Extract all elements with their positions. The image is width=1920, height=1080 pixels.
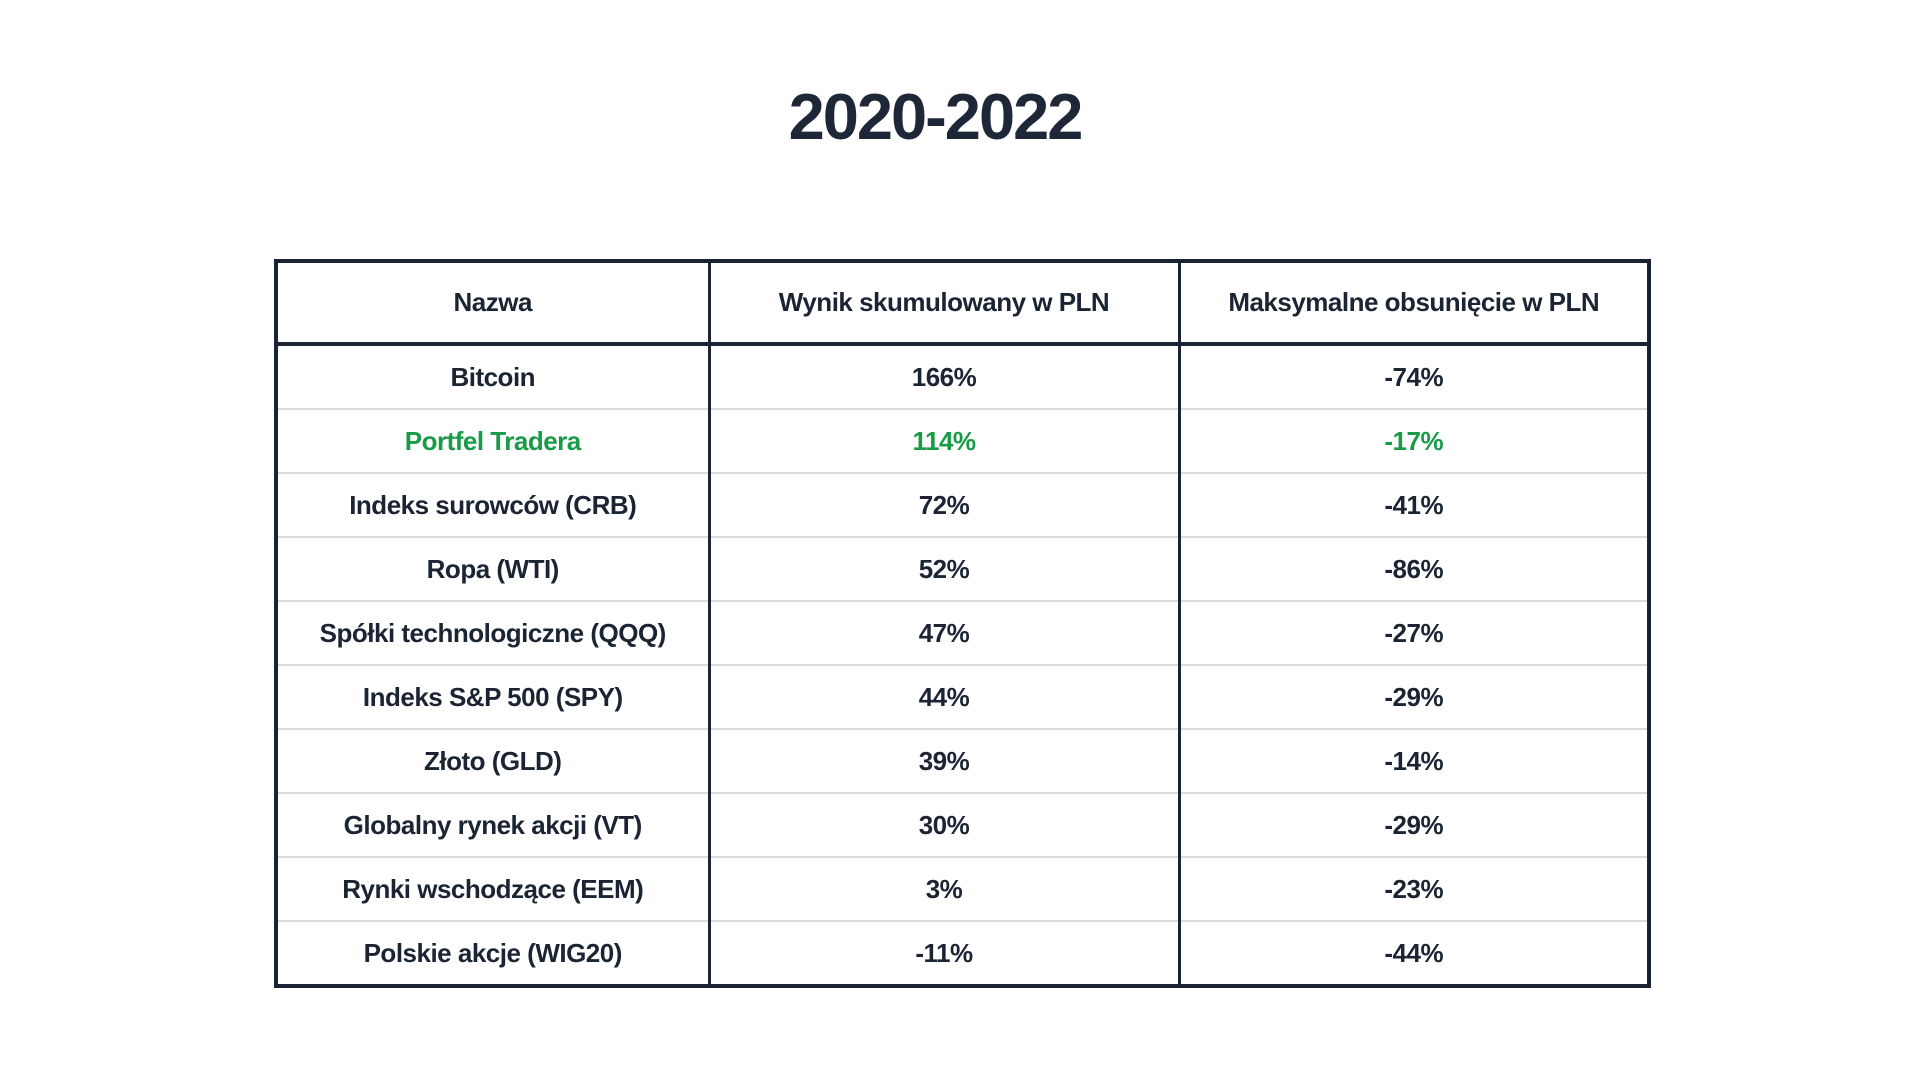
cumulative-result-cell: 30% xyxy=(707,792,1181,857)
column-header-wynik-skumulowany: Wynik skumulowany w PLN xyxy=(707,261,1181,346)
table-row: Polskie akcje (WIG20) -11% -44% xyxy=(274,920,1651,986)
asset-name-cell: Globalny rynek akcji (VT) xyxy=(274,792,711,857)
cumulative-result-cell: -11% xyxy=(707,920,1181,986)
asset-name-cell: Złoto (GLD) xyxy=(274,728,711,793)
results-table-container: Nazwa Wynik skumulowany w PLN Maksymalne… xyxy=(274,259,1651,988)
cumulative-result-cell: 3% xyxy=(707,856,1181,921)
max-drawdown-cell: -86% xyxy=(1177,536,1651,601)
max-drawdown-cell: -29% xyxy=(1177,792,1651,857)
asset-name-cell: Ropa (WTI) xyxy=(274,536,711,601)
column-header-nazwa: Nazwa xyxy=(274,261,711,346)
table-row: Globalny rynek akcji (VT) 30% -29% xyxy=(274,792,1651,857)
asset-name-cell: Polskie akcje (WIG20) xyxy=(274,920,711,986)
max-drawdown-cell: -74% xyxy=(1177,344,1651,409)
table-row: Rynki wschodzące (EEM) 3% -23% xyxy=(274,856,1651,921)
table-row: Złoto (GLD) 39% -14% xyxy=(274,728,1651,793)
max-drawdown-cell: -44% xyxy=(1177,920,1651,986)
asset-name-cell: Portfel Tradera xyxy=(274,408,711,473)
asset-name-cell: Indeks surowców (CRB) xyxy=(274,472,711,537)
column-header-maksymalne-obsuniecie: Maksymalne obsunięcie w PLN xyxy=(1177,261,1651,346)
asset-name-cell: Bitcoin xyxy=(274,344,711,409)
results-table: Nazwa Wynik skumulowany w PLN Maksymalne… xyxy=(274,259,1651,988)
header-row: Nazwa Wynik skumulowany w PLN Maksymalne… xyxy=(274,261,1651,346)
max-drawdown-cell: -41% xyxy=(1177,472,1651,537)
max-drawdown-cell: -14% xyxy=(1177,728,1651,793)
max-drawdown-cell: -17% xyxy=(1177,408,1651,473)
cumulative-result-cell: 47% xyxy=(707,600,1181,665)
table-row: Indeks S&P 500 (SPY) 44% -29% xyxy=(274,664,1651,729)
page-title: 2020-2022 xyxy=(788,80,1084,153)
asset-name-cell: Spółki technologiczne (QQQ) xyxy=(274,600,711,665)
max-drawdown-cell: -29% xyxy=(1177,664,1651,729)
table-row: Indeks surowców (CRB) 72% -41% xyxy=(274,472,1651,537)
asset-name-cell: Rynki wschodzące (EEM) xyxy=(274,856,711,921)
table-row: Portfel Tradera 114% -17% xyxy=(274,408,1651,473)
table-row: Ropa (WTI) 52% -86% xyxy=(274,536,1651,601)
table-row: Bitcoin 166% -74% xyxy=(274,344,1651,409)
cumulative-result-cell: 72% xyxy=(707,472,1181,537)
cumulative-result-cell: 166% xyxy=(707,344,1181,409)
cumulative-result-cell: 52% xyxy=(707,536,1181,601)
cumulative-result-cell: 114% xyxy=(707,408,1181,473)
table-body: Bitcoin 166% -74% Portfel Tradera 114% -17% In… xyxy=(274,344,1651,986)
max-drawdown-cell: -27% xyxy=(1177,600,1651,665)
asset-name-cell: Indeks S&P 500 (SPY) xyxy=(274,664,711,729)
cumulative-result-cell: 44% xyxy=(707,664,1181,729)
table-row: Spółki technologiczne (QQQ) 47% -27% xyxy=(274,600,1651,665)
max-drawdown-cell: -23% xyxy=(1177,856,1651,921)
cumulative-result-cell: 39% xyxy=(707,728,1181,793)
